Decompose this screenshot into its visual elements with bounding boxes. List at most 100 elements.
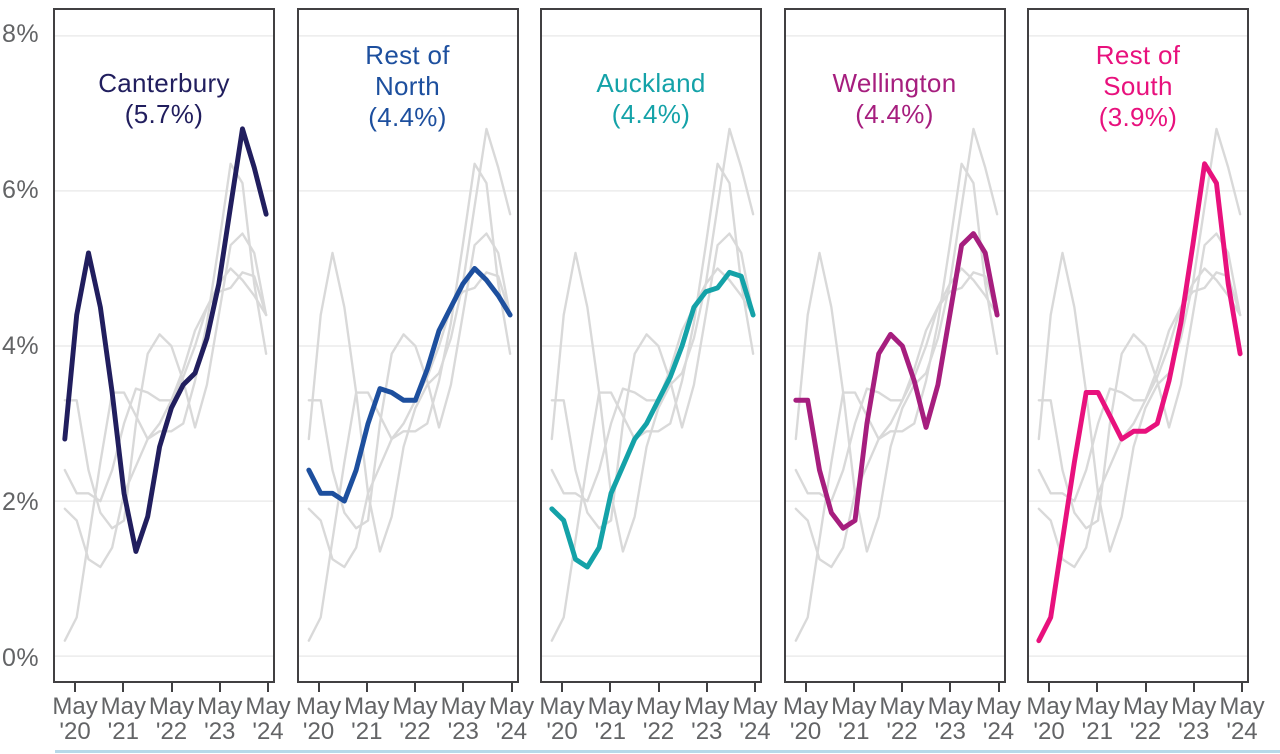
x-tick-label-22: May '22 — [140, 694, 204, 744]
panel-title-region: Auckland — [596, 68, 706, 98]
x-tick-label-line: '20 — [1033, 718, 1065, 745]
x-tick-label-line: May — [100, 693, 146, 720]
x-tick — [510, 683, 513, 692]
panel-title-canterbury: Canterbury (5.7%) — [55, 68, 273, 130]
panel-plot-wellington — [785, 35, 1004, 657]
chart-panel-rest-of-south: Rest of South (3.9%) — [1027, 8, 1249, 683]
x-tick-label-line: '23 — [691, 718, 723, 745]
x-tick-label-line: May — [1026, 693, 1072, 720]
ghost-line-rest-of-south — [550, 162, 755, 642]
x-tick — [657, 683, 660, 692]
x-tick-label-line: May — [879, 693, 925, 720]
x-tick — [218, 683, 221, 692]
chart-panel-canterbury: Canterbury (5.7%) — [53, 8, 275, 683]
x-tick-label-line: May — [1074, 693, 1120, 720]
x-tick-label-line: May — [684, 693, 730, 720]
x-tick — [74, 683, 77, 692]
y-axis-label-6: 6% — [2, 176, 40, 204]
x-tick-label-line: '24 — [982, 718, 1015, 745]
x-tick — [561, 683, 564, 692]
panel-plot-auckland — [542, 35, 760, 657]
x-tick — [1144, 683, 1147, 692]
x-tick-label-21: May '21 — [1065, 694, 1129, 744]
x-tick-label-line: May — [148, 693, 195, 720]
chart-panel-rest-of-north: Rest of North (4.4%) — [296, 8, 519, 683]
x-tick-label-line: '24 — [495, 718, 528, 745]
x-tick-label-20: May '20 — [774, 694, 838, 744]
ghost-line-wellington — [1037, 232, 1242, 530]
x-tick-label-20: May '20 — [43, 694, 107, 744]
x-tick — [414, 683, 417, 692]
x-tick-label-line: '20 — [59, 718, 91, 745]
x-tick-label-23: May '23 — [918, 694, 982, 744]
y-axis-label-0: 0% — [2, 644, 40, 672]
x-tick — [705, 683, 708, 692]
x-tick-label-line: May — [440, 693, 486, 720]
x-tick-label-21: May '21 — [578, 694, 642, 744]
ghost-line-canterbury — [307, 127, 511, 553]
ghost-line-wellington — [307, 232, 511, 530]
x-tick-label-line: May — [1219, 693, 1265, 720]
panel-title-value: (3.9%) — [1098, 102, 1178, 132]
y-axis-label-2: 2% — [2, 488, 40, 516]
series-line-auckland — [549, 269, 756, 570]
x-tick-label-line: May — [1171, 693, 1217, 720]
panel-title-region: Wellington — [832, 68, 957, 98]
ghost-line-auckland — [307, 271, 511, 569]
panel-title-rest-of-south: Rest of South (3.9%) — [1029, 40, 1247, 133]
x-tick-label-line: '22 — [886, 718, 918, 745]
x-tick-label-line: '23 — [447, 718, 479, 745]
chart-panel-wellington: Wellington (4.4%) — [783, 8, 1006, 683]
panel-title-value: (5.7%) — [124, 99, 204, 129]
x-tick-label-23: May '23 — [675, 694, 739, 744]
y-axis-label-4: 4% — [2, 332, 40, 360]
x-tick-label-line: '24 — [1226, 718, 1258, 745]
series-line-wellington — [792, 231, 1000, 531]
panel-plot-rest-of-north — [298, 35, 517, 657]
x-tick-label-line: May — [782, 693, 829, 720]
x-tick-label-line: '23 — [204, 718, 236, 745]
ghost-line-rest-of-south — [794, 162, 998, 642]
ghost-line-rest-of-north — [550, 267, 755, 503]
ghost-line-rest-of-south — [63, 162, 268, 642]
x-tick-label-line: May — [1122, 693, 1169, 720]
x-tick-label-line: May — [197, 693, 243, 720]
panel-title-rest-of-north: Rest of North (4.4%) — [299, 40, 517, 133]
x-tick-label-24: May '24 — [967, 694, 1031, 744]
x-tick-label-21: May '21 — [335, 694, 399, 744]
ghost-line-rest-of-north — [794, 267, 998, 503]
x-tick-label-line: '20 — [302, 718, 335, 745]
panel-title-region: Rest of — [1095, 40, 1181, 70]
series-line-canterbury — [62, 126, 269, 554]
x-tick — [609, 683, 612, 692]
x-tick-label-21: May '21 — [822, 694, 886, 744]
x-tick — [852, 683, 855, 692]
x-tick-label-line: May — [635, 693, 682, 720]
x-tick-label-21: May '21 — [91, 694, 155, 744]
ghost-line-canterbury — [794, 127, 998, 553]
panel-title-value: (4.4%) — [855, 99, 934, 129]
x-tick — [901, 683, 904, 692]
panel-plot-canterbury — [55, 35, 273, 657]
x-tick-label-line: May — [927, 693, 973, 720]
x-tick — [1192, 683, 1195, 692]
ghost-line-rest-of-north — [63, 267, 268, 503]
chart-panel-auckland: Auckland (4.4%) — [540, 8, 762, 683]
ghost-line-auckland — [63, 271, 268, 569]
ghost-line-auckland — [1037, 271, 1242, 569]
x-tick-label-line: May — [392, 693, 438, 720]
x-tick — [1096, 683, 1099, 692]
x-tick-label-line: '22 — [155, 718, 188, 745]
x-tick-label-20: May '20 — [1017, 694, 1081, 744]
panel-title-region: North — [374, 71, 441, 101]
x-tick — [267, 683, 269, 692]
x-tick-label-line: '20 — [546, 718, 578, 745]
x-tick-label-23: May '23 — [1162, 694, 1226, 744]
x-tick-label-line: May — [488, 693, 535, 720]
panel-title-value: (4.4%) — [368, 102, 447, 132]
x-tick-label-line: May — [587, 693, 633, 720]
x-tick — [462, 683, 465, 692]
panel-plot-rest-of-south — [1029, 35, 1247, 657]
x-tick-label-23: May '23 — [188, 694, 252, 744]
